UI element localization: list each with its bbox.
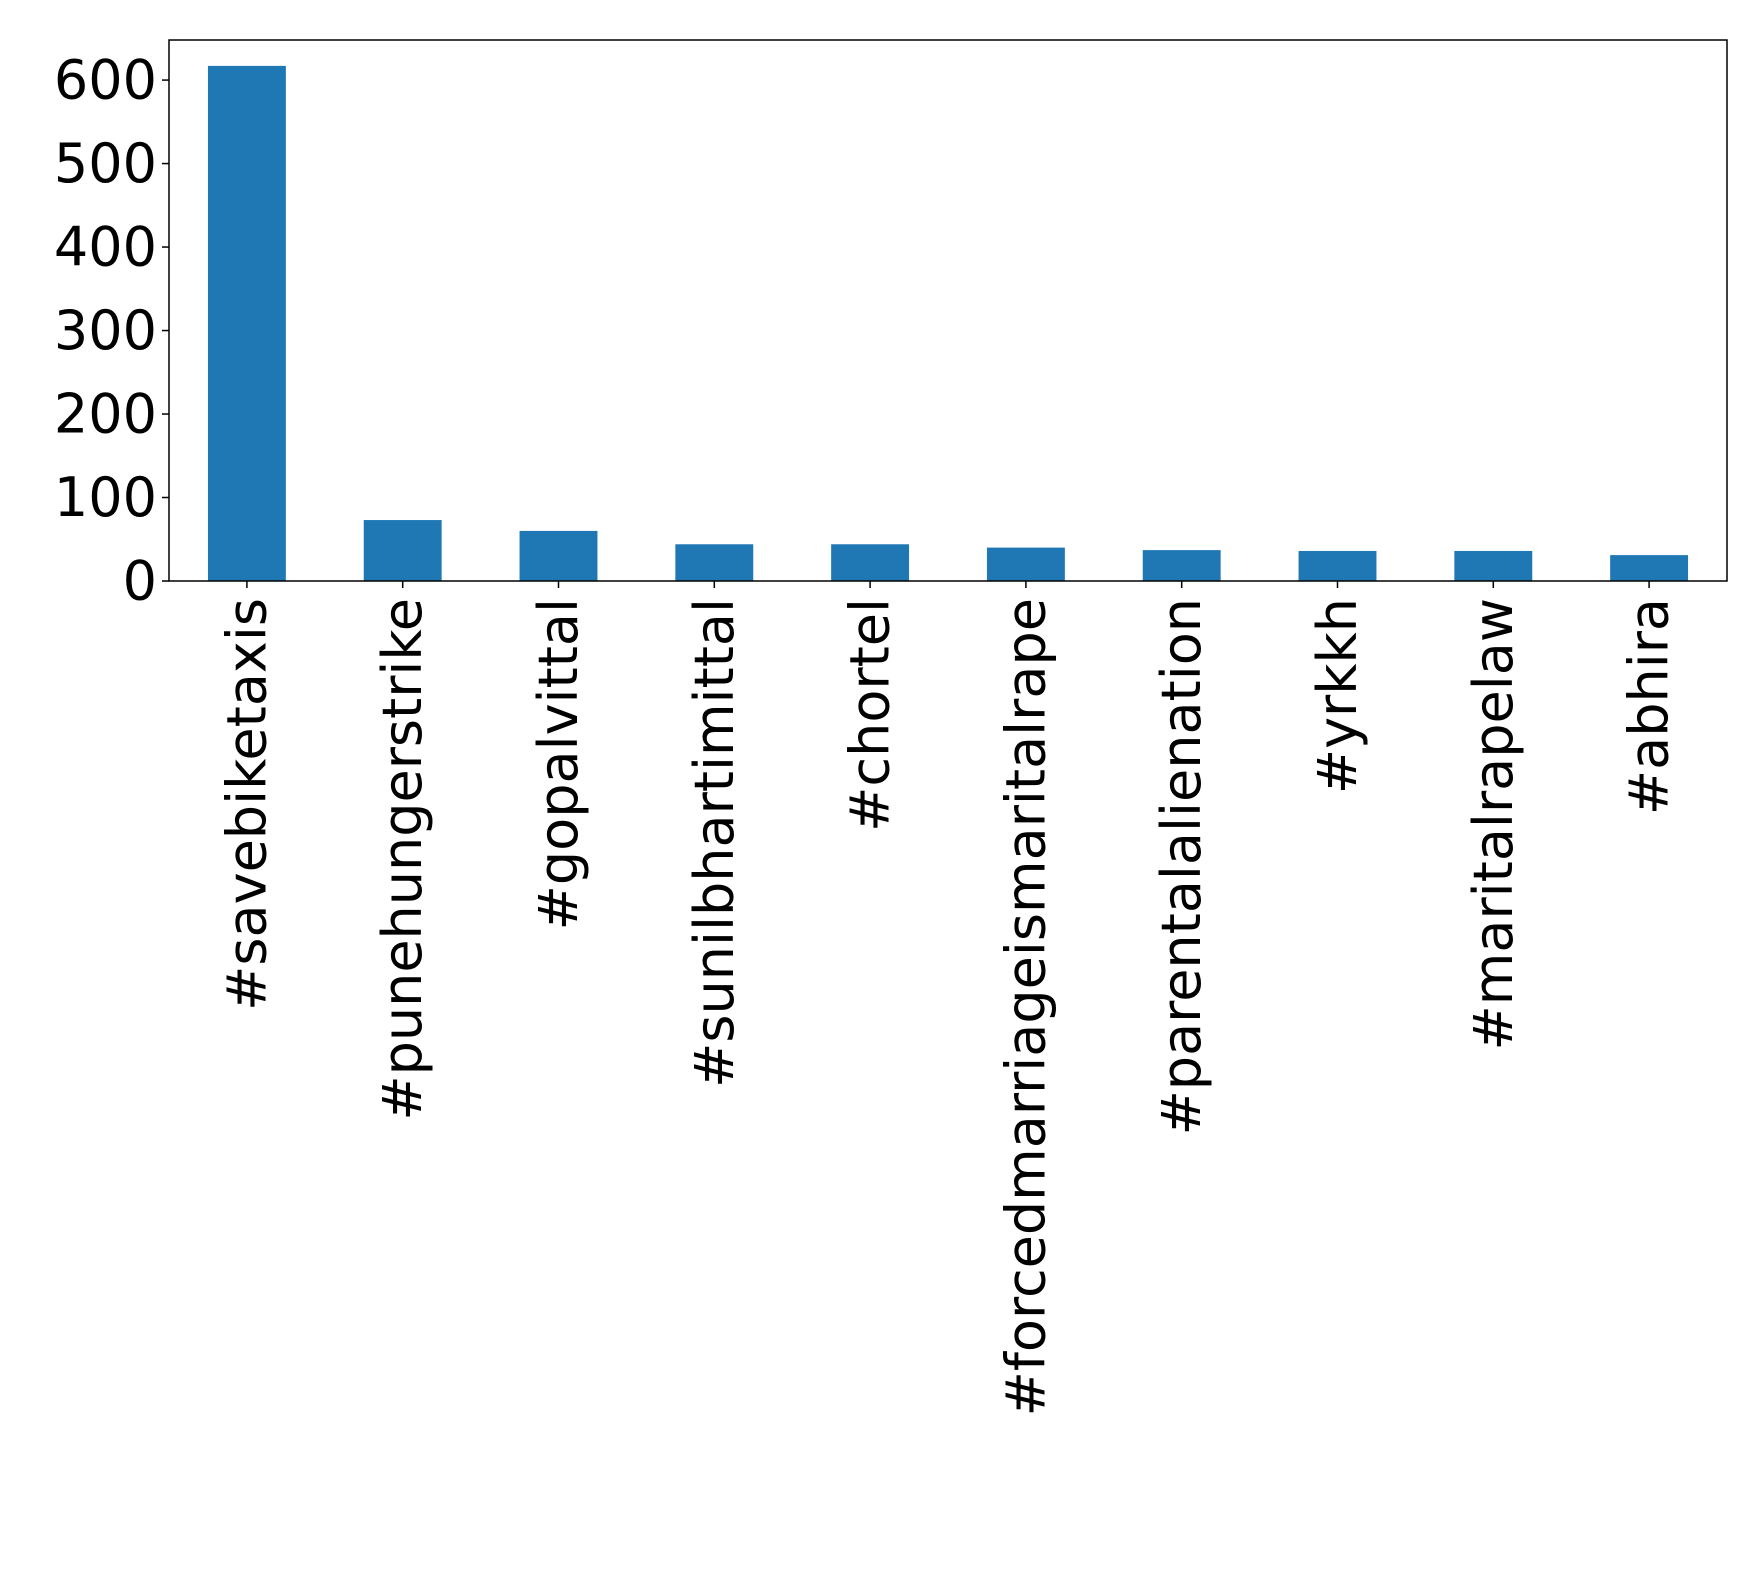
bar-savebiketaxis (207, 65, 286, 582)
bar-parentalalienation (1142, 550, 1221, 581)
x-tick-label: #abhira (1618, 598, 1681, 815)
x-tick-label: #yrkkh (1306, 598, 1369, 794)
plot-frame (168, 39, 1728, 582)
y-tick-label: 500 (54, 132, 157, 195)
x-tick-label: #chortel (839, 598, 902, 832)
y-tick-label: 600 (54, 49, 157, 112)
x-tick-label: #parentalalienation (1150, 598, 1213, 1135)
y-tick-label: 400 (54, 216, 157, 279)
bar-gopalvittal (519, 530, 598, 581)
y-tick-label: 200 (54, 383, 157, 446)
bar-maritalrapelaw (1454, 550, 1533, 581)
x-tick-label: #punehungerstrike (371, 598, 434, 1121)
bar-yrkkh (1298, 550, 1377, 581)
bar-forcedmarriageismaritalrape (986, 547, 1065, 581)
x-tick-label: #sunilbhartimittal (683, 598, 746, 1088)
bars-layer (207, 65, 1689, 582)
y-axis: 0 100 200 300 400 500 600 (54, 49, 169, 613)
x-tick-label: #savebiketaxis (215, 598, 278, 1011)
bar-sunilbhartimittal (675, 544, 754, 581)
bar-chortel (831, 544, 910, 581)
x-axis: #savebiketaxis #punehungerstrike #gopalvit… (215, 581, 1681, 1416)
bar-punehungerstrike (363, 520, 442, 581)
x-tick-label: #forcedmarriageismaritalrape (994, 598, 1057, 1416)
bar-abhira (1610, 555, 1689, 581)
x-tick-label: #gopalvittal (527, 598, 590, 930)
y-tick-label: 300 (54, 299, 157, 362)
y-tick-label: 0 (123, 550, 157, 613)
x-tick-label: #maritalrapelaw (1462, 598, 1525, 1050)
y-tick-label: 100 (54, 466, 157, 529)
